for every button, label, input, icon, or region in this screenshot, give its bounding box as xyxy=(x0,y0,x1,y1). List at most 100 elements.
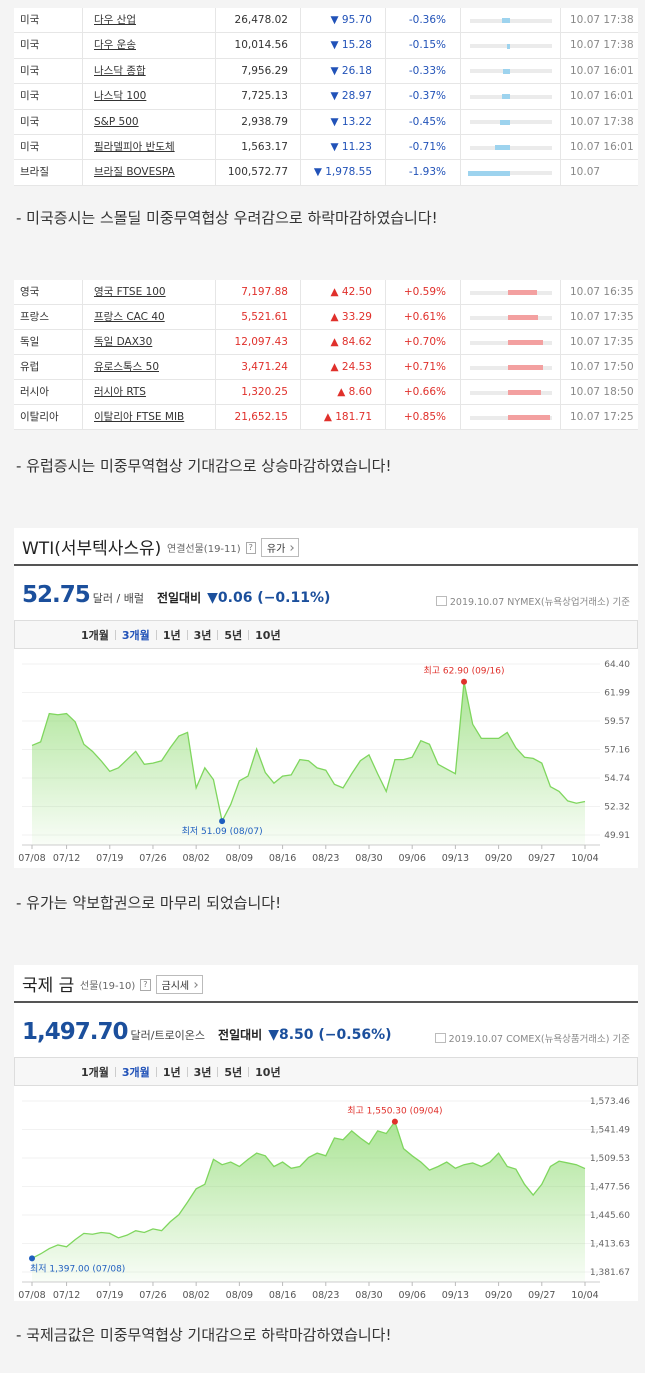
x-tick-label: 09/20 xyxy=(485,1290,512,1301)
change: ▼ 28.97 xyxy=(330,90,372,103)
table-row: 미국 나스닥 종합 7,956.29 ▼ 26.18 -0.33% 10.07 16:01 xyxy=(14,59,638,85)
index-name[interactable]: 다우 운송 xyxy=(94,39,136,52)
period-tab[interactable]: 3개월 xyxy=(121,628,150,642)
column-separator xyxy=(215,8,216,186)
period-tab[interactable]: 3년 xyxy=(193,628,212,642)
price: 26,478.02 xyxy=(234,14,288,26)
bar-track xyxy=(470,18,552,23)
index-name[interactable]: 나스닥 100 xyxy=(94,90,147,103)
country: 유럽 xyxy=(20,361,40,373)
table-row: 미국 나스닥 100 7,725.13 ▼ 28.97 -0.37% 10.07 16:0… xyxy=(14,84,638,110)
help-icon[interactable]: ? xyxy=(140,978,151,991)
change-pct: -0.71% xyxy=(408,141,446,153)
table-row: 미국 S&P 500 2,938.79 ▼ 13.22 -0.45% 10.07 17:3… xyxy=(14,110,638,135)
change-pct: +0.70% xyxy=(403,336,446,348)
change-label: 전일대비 xyxy=(156,591,202,605)
period-tab[interactable]: 10년 xyxy=(255,628,281,642)
price-unit: 달러 / 배럴 xyxy=(92,592,144,605)
price: 21,652.15 xyxy=(234,411,288,423)
index-name[interactable]: 유로스톡스 50 xyxy=(94,361,159,373)
change-pct: -0.15% xyxy=(408,39,446,52)
min-label: 최저 1,397.00 (07/08) xyxy=(30,1263,125,1274)
price: 10,014.56 xyxy=(234,39,288,52)
source: 2019.10.07 NYMEX(뉴욕상업거래소) 기준 xyxy=(435,594,630,608)
eu-index-table: 영국 영국 FTSE 100 7,197.88 ▲ 42.50 +0.59% 10.07 … xyxy=(14,280,638,430)
price: 12,097.43 xyxy=(234,336,288,348)
bar-track xyxy=(470,94,552,99)
period-tab[interactable]: 3개월 xyxy=(121,1065,150,1079)
table-row: 프랑스 프랑스 CAC 40 5,521.61 ▲ 33.29 +0.61% 10.07 … xyxy=(14,305,638,330)
subtitle: 선물(19-10) xyxy=(80,981,136,992)
line-chart: 64.40 61.99 59.57 57.16 54.74 52.32 49.91 07/08… xyxy=(18,660,630,864)
index-name[interactable]: 다우 산업 xyxy=(94,14,136,26)
y-tick-label: 54.74 xyxy=(604,774,630,784)
y-tick-label: 1,413.63 xyxy=(590,1240,630,1250)
x-tick-label: 09/27 xyxy=(528,1290,555,1301)
max-point xyxy=(391,1118,398,1125)
change: ▼0.06 (−0.11%) xyxy=(207,590,331,606)
column-separator xyxy=(300,280,301,430)
us-index-table: 미국 다우 산업 26,478.02 ▼ 95.70 -0.36% 10.07 17:38… xyxy=(14,8,638,186)
change: ▼ 26.18 xyxy=(330,64,372,77)
y-tick-label: 1,541.49 xyxy=(590,1126,630,1136)
comment: - 유럽증시는 미중무역협상 기대감으로 상승마감하였습니다! xyxy=(16,457,392,475)
link-button[interactable]: 금시세 xyxy=(155,975,204,994)
x-tick-label: 07/26 xyxy=(139,1290,166,1301)
change-bar xyxy=(502,68,510,74)
table-row: 독일 독일 DAX30 12,097.43 ▲ 84.62 +0.70% 10.07 17… xyxy=(14,330,638,355)
change: ▼ 11.23 xyxy=(330,141,372,153)
column-separator xyxy=(82,8,83,186)
title-rule xyxy=(14,1001,638,1003)
column-separator xyxy=(385,280,386,430)
link-button[interactable]: 유가 xyxy=(260,538,300,557)
index-name[interactable]: 러시아 RTS xyxy=(94,386,146,398)
change-pct: -0.45% xyxy=(408,115,446,128)
period-tab[interactable]: 5년 xyxy=(224,628,243,642)
index-name[interactable]: 영국 FTSE 100 xyxy=(94,286,166,298)
source: 2019.10.07 COMEX(뉴욕상품거래소) 기준 xyxy=(434,1031,630,1045)
change-bar xyxy=(494,145,510,151)
table-row: 이탈리아 이탈리아 FTSE MIB 21,652.15 ▲ 181.71 +0.85%… xyxy=(14,405,638,430)
change-pct: +0.85% xyxy=(403,411,446,423)
gold-panel: 국제 금 선물(19-10)? 금시세 1,497.70 달러/트로이온스 전일대비 ▼8.… xyxy=(14,965,638,1301)
country: 이탈리아 xyxy=(20,411,59,423)
x-tick-label: 09/13 xyxy=(442,1290,469,1301)
line xyxy=(31,1120,586,1259)
period-tab[interactable]: 5년 xyxy=(224,1065,243,1079)
country: 미국 xyxy=(20,39,40,52)
x-tick-label: 09/06 xyxy=(398,853,425,864)
change: ▼ 1,978.55 xyxy=(313,166,372,179)
price: 2,938.79 xyxy=(241,115,288,128)
x-tick-label: 10/04 xyxy=(571,853,598,864)
period-tab[interactable]: 1개월 xyxy=(81,628,109,642)
index-name[interactable]: 이탈리아 FTSE MIB xyxy=(94,411,185,423)
x-tick-label: 08/30 xyxy=(355,1290,382,1301)
index-name[interactable]: 필라델피아 반도체 xyxy=(94,141,175,153)
period-tab[interactable]: 1개월 xyxy=(81,1065,109,1079)
column-separator xyxy=(82,280,83,430)
button-label: 유가 xyxy=(266,544,286,555)
index-name[interactable]: S&P 500 xyxy=(94,115,139,128)
period-tab[interactable]: 1년 xyxy=(162,1065,181,1079)
period-tab[interactable]: 10년 xyxy=(255,1065,281,1079)
help-icon[interactable]: ? xyxy=(245,541,256,554)
min-point xyxy=(29,1255,35,1262)
table-row: 브라질 브라질 BOVESPA 100,572.77 ▼ 1,978.55 -1.93%… xyxy=(14,160,638,186)
index-name[interactable]: 독일 DAX30 xyxy=(94,336,153,348)
period-tab[interactable]: 1년 xyxy=(162,628,181,642)
index-name[interactable]: 브라질 BOVESPA xyxy=(94,166,175,179)
index-name[interactable]: 나스닥 종합 xyxy=(94,64,146,77)
price-unit: 달러/트로이온스 xyxy=(130,1029,206,1042)
country: 미국 xyxy=(20,14,40,26)
y-tick-label: 61.99 xyxy=(604,688,630,698)
max-point xyxy=(461,678,468,685)
x-tick-label: 07/12 xyxy=(53,1290,80,1301)
chevron xyxy=(192,981,198,988)
max-label: 최고 62.90 (09/16) xyxy=(424,666,505,677)
change-bar xyxy=(508,415,550,420)
price: 1,497.70 xyxy=(22,1019,128,1045)
comment: - 미국증시는 스몰딜 미중무역협상 우려감으로 하락마감하였습니다! xyxy=(16,209,438,227)
time: 10.07 17:35 xyxy=(570,311,634,323)
period-tab[interactable]: 3년 xyxy=(193,1065,212,1079)
index-name[interactable]: 프랑스 CAC 40 xyxy=(94,311,165,323)
